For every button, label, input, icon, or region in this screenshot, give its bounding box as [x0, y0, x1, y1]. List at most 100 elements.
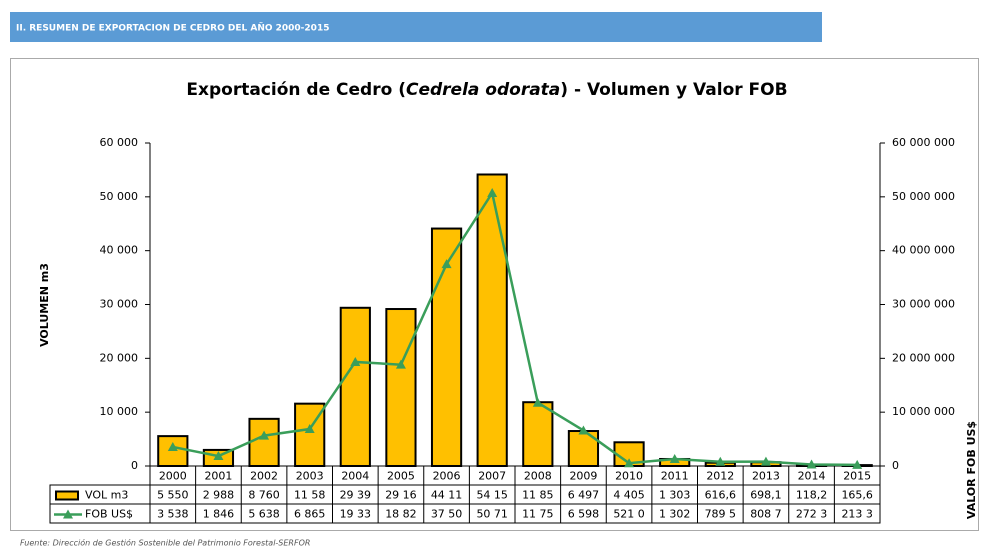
- y-tick-label: 60 000: [100, 136, 139, 149]
- y-tick-label: 30 000: [100, 298, 139, 311]
- table-value: 44 11: [431, 489, 463, 502]
- table-value: 11 58: [294, 489, 326, 502]
- table-value: 789 5: [705, 508, 737, 521]
- table-value: 1 846: [203, 508, 235, 521]
- table-value: 213 3: [841, 508, 873, 521]
- table-value: 4 405: [613, 489, 645, 502]
- legend-label: VOL m3: [85, 489, 128, 502]
- table-value: 29 16: [385, 489, 417, 502]
- title-part: Cedrela odorata: [406, 80, 560, 100]
- table-value: 6 497: [568, 489, 600, 502]
- table-value: 11 85: [522, 489, 554, 502]
- y2-axis-label: VALOR FOB US$: [965, 421, 978, 519]
- x-tick-label: 2008: [524, 470, 552, 483]
- line: [172, 189, 858, 467]
- y-tick-label: 0: [131, 459, 138, 472]
- y-tick-label: 10 000: [100, 405, 139, 418]
- x-tick-label: 2000: [159, 470, 187, 483]
- x-tick-label: 2004: [341, 470, 369, 483]
- bar: [248, 417, 280, 468]
- table-value: 6 865: [294, 508, 326, 521]
- marker: [669, 453, 680, 463]
- marker: [213, 451, 224, 461]
- x-tick-label: 2014: [798, 470, 826, 483]
- marker: [806, 459, 817, 469]
- marker: [532, 397, 543, 407]
- table-value: 165,6: [841, 489, 873, 502]
- table-value: 6 598: [568, 508, 600, 521]
- bar: [339, 306, 371, 468]
- x-tick-label: 2010: [615, 470, 643, 483]
- table-value: 29 39: [340, 489, 372, 502]
- legend-swatch: [63, 509, 73, 519]
- marker: [395, 359, 406, 369]
- x-tick-label: 2005: [387, 470, 415, 483]
- bar: [476, 173, 508, 467]
- x-tick-label: 2003: [296, 470, 324, 483]
- table-value: 118,2: [796, 489, 828, 502]
- y-axis-label: VOLUMEN m3: [38, 263, 51, 347]
- y2-tick-label: 50 000 000: [892, 190, 955, 203]
- x-tick-label: 2007: [478, 470, 506, 483]
- y2-tick-label: 30 000 000: [892, 298, 955, 311]
- table-value: 50 71: [476, 508, 508, 521]
- y-tick-label: 40 000: [100, 244, 139, 257]
- marker: [304, 424, 315, 434]
- table-value: 698,1: [750, 489, 782, 502]
- marker: [167, 441, 178, 451]
- table-value: 37 50: [431, 508, 463, 521]
- table-value: 616,6: [705, 489, 737, 502]
- table-value: 521 0: [613, 508, 645, 521]
- table-value: 808 7: [750, 508, 782, 521]
- x-tick-label: 2013: [752, 470, 780, 483]
- marker: [441, 259, 452, 269]
- marker: [259, 430, 270, 440]
- table-value: 18 82: [385, 508, 417, 521]
- x-tick-label: 2015: [843, 470, 871, 483]
- x-tick-label: 2002: [250, 470, 278, 483]
- y-tick-label: 50 000: [100, 190, 139, 203]
- y2-tick-label: 60 000 000: [892, 136, 955, 149]
- x-tick-label: 2006: [433, 470, 461, 483]
- marker: [852, 459, 863, 469]
- bar: [157, 435, 189, 467]
- x-tick-label: 2001: [204, 470, 232, 483]
- y2-tick-label: 0: [892, 459, 899, 472]
- table-value: 8 760: [248, 489, 280, 502]
- table-value: 11 75: [522, 508, 554, 521]
- y-tick-label: 20 000: [100, 351, 139, 364]
- bar: [522, 401, 554, 467]
- title-part: Exportación de Cedro (: [186, 80, 406, 100]
- x-tick-label: 2011: [661, 470, 689, 483]
- marker: [715, 456, 726, 466]
- table-value: 5 550: [157, 489, 189, 502]
- y2-tick-label: 40 000 000: [892, 244, 955, 257]
- marker: [350, 356, 361, 366]
- y2-tick-label: 10 000 000: [892, 405, 955, 418]
- table-value: 54 15: [476, 489, 508, 502]
- table-value: 272 3: [796, 508, 828, 521]
- source-note: Fuente: Dirección de Gestión Sostenible …: [20, 538, 310, 548]
- bar: [385, 308, 417, 467]
- header-title: II. RESUMEN DE EXPORTACION DE CEDRO DEL …: [16, 23, 329, 34]
- table-value: 1 302: [659, 508, 691, 521]
- y2-tick-label: 20 000 000: [892, 351, 955, 364]
- table-value: 2 988: [203, 489, 235, 502]
- legend-swatch: [55, 490, 79, 501]
- header-banner: [10, 12, 822, 42]
- table-value: 5 638: [248, 508, 280, 521]
- table-value: 1 303: [659, 489, 691, 502]
- marker: [487, 188, 498, 198]
- table-value: 19 33: [340, 508, 372, 521]
- table-value: 3 538: [157, 508, 189, 521]
- legend-label: FOB US$: [85, 508, 133, 521]
- chart-title: Exportación de Cedro (Cedrela odorata) -…: [186, 80, 787, 100]
- x-tick-label: 2012: [706, 470, 734, 483]
- marker: [624, 458, 635, 468]
- x-tick-label: 2009: [569, 470, 597, 483]
- marker: [578, 425, 589, 435]
- title-part: ) - Volumen y Valor FOB: [560, 80, 787, 100]
- marker: [760, 456, 771, 466]
